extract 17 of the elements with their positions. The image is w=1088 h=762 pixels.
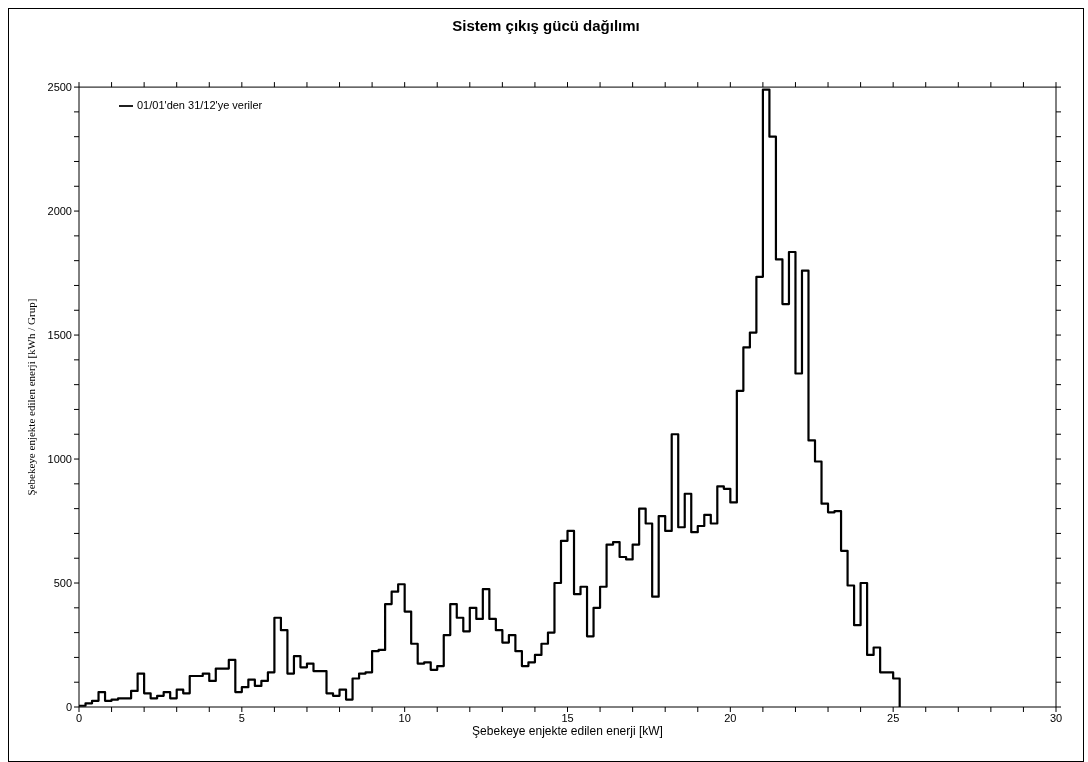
legend-label: 01/01'den 31/12'ye veriler <box>137 99 263 111</box>
y-tick-label: 500 <box>53 576 72 589</box>
x-tick-label: 10 <box>398 711 411 724</box>
x-tick-label: 0 <box>75 711 83 724</box>
y-axis-title: Şebekeye enjekte edilen enerji [kWh / Grup] <box>24 298 37 496</box>
y-tick-label: 1000 <box>47 452 72 465</box>
x-tick-label: 25 <box>887 711 900 724</box>
y-tick-label: 2000 <box>47 204 72 217</box>
x-tick-label: 30 <box>1049 711 1063 724</box>
y-tick-label: 0 <box>65 700 72 713</box>
x-tick-label: 15 <box>561 711 574 724</box>
x-axis-title: Şebekeye enjekte edilen enerji [kW] <box>472 724 663 738</box>
chart-title: Sistem çıkış gücü dağılımı <box>451 17 641 34</box>
y-tick-label: 2500 <box>47 81 72 93</box>
y-tick-label: 1500 <box>47 328 72 341</box>
x-tick-label: 5 <box>238 711 245 724</box>
x-tick-label: 20 <box>724 711 737 724</box>
